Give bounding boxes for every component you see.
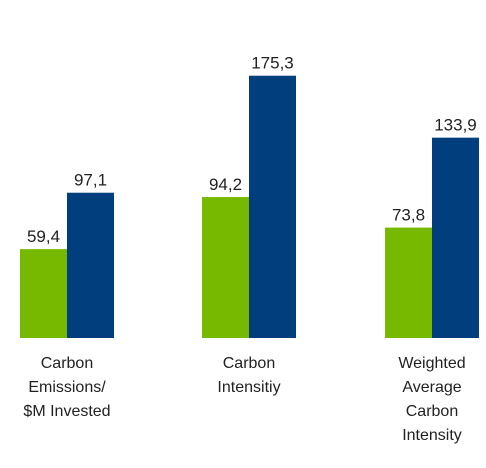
category-label-c0-line2: $M Invested <box>23 403 110 420</box>
value-label-s1-c1: 175,3 <box>251 54 294 73</box>
value-label-s0-c2: 73,8 <box>392 206 425 225</box>
bar-s0-c2 <box>385 227 432 338</box>
bar-s0-c1 <box>202 197 249 338</box>
category-labels-layer: Carbon Emissions/ $M Invested Carbon Intensi… <box>23 355 465 444</box>
category-label-c0-line1: Emissions/ <box>28 379 106 396</box>
value-label-s1-c0: 97,1 <box>74 171 107 190</box>
category-label-c1-line1: Intensitiy <box>217 379 280 396</box>
category-label-c1-line0: Carbon <box>223 355 275 372</box>
bar-s1-c0 <box>67 192 114 338</box>
value-label-s1-c2: 133,9 <box>434 116 477 135</box>
value-labels-layer: 59,4 94,2 73,8 97,1 175,3 133,9 <box>27 54 477 246</box>
category-label-c2-line1: Average <box>402 379 461 396</box>
value-label-s0-c1: 94,2 <box>209 175 242 194</box>
category-label-c2-line2: Carbon <box>406 403 458 420</box>
bars-layer <box>20 75 479 338</box>
category-label-c2-line0: Weighted <box>398 355 465 372</box>
value-label-s0-c0: 59,4 <box>27 227 60 246</box>
bar-s1-c2 <box>432 137 479 338</box>
bar-s0-c0 <box>20 249 67 338</box>
category-label-c2-line3: Intensity <box>402 427 462 444</box>
category-label-c0-line0: Carbon <box>41 355 93 372</box>
bar-s1-c1 <box>249 75 296 338</box>
